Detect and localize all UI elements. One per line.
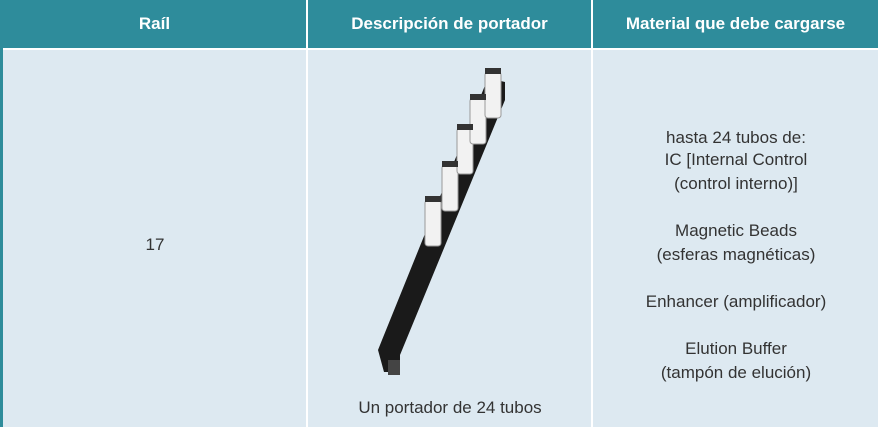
material-line: Magnetic Beads (675, 221, 797, 240)
material-line: IC [Internal Control (664, 150, 808, 169)
tube-carrier-image (378, 68, 505, 375)
material-line: (esferas magnéticas) (656, 245, 816, 264)
header-cell: Material que debe cargarse (593, 0, 878, 48)
material-line: Elution Buffer (685, 339, 787, 358)
body-cell (593, 50, 878, 427)
material-line: (tampón de elución) (660, 363, 812, 382)
body-cell (308, 50, 591, 427)
material-line: Enhancer (amplificador) (645, 292, 827, 311)
body-cell (3, 50, 306, 427)
header-cell: Descripción de portador (308, 0, 591, 48)
rail-number: 17 (145, 235, 165, 254)
left-border (0, 0, 3, 427)
material-line: (control interno)] (674, 174, 798, 193)
carrier-caption: Un portador de 24 tubos (358, 398, 542, 417)
material-intro: hasta 24 tubos de: (666, 128, 806, 147)
header-cell: Raíl (3, 0, 306, 48)
